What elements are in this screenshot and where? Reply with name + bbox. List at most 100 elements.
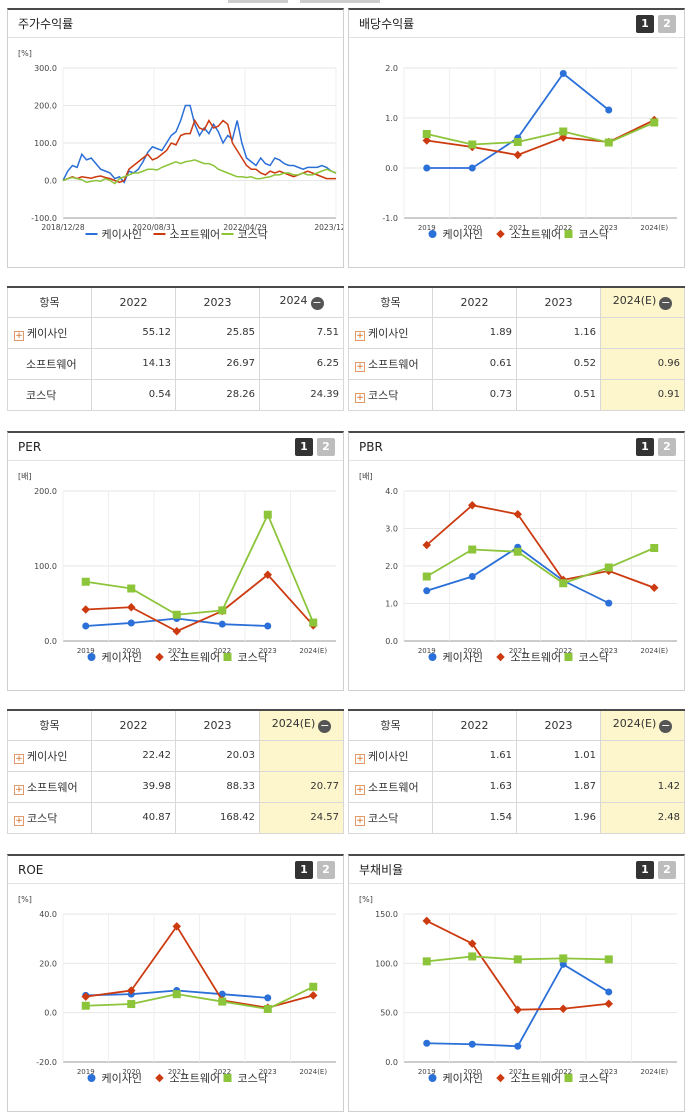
table-header: 항목 xyxy=(7,286,92,318)
chart-button-2[interactable]: 2 xyxy=(658,14,676,33)
chart-button-2[interactable]: 2 xyxy=(658,437,676,456)
series-line xyxy=(62,104,337,184)
chart-button-1[interactable]: 1 xyxy=(295,860,313,879)
data-point xyxy=(604,138,613,147)
expand-icon[interactable]: + xyxy=(14,784,24,795)
collapse-icon[interactable]: − xyxy=(659,719,673,734)
expand-icon[interactable]: + xyxy=(14,330,24,341)
data-point xyxy=(468,952,477,961)
data-point xyxy=(422,572,431,581)
expand-icon[interactable]: + xyxy=(355,361,365,372)
data-point xyxy=(513,955,522,964)
expand-icon[interactable]: + xyxy=(14,815,24,826)
table-cell: 24.57 xyxy=(259,801,344,834)
data-point xyxy=(604,999,613,1009)
table-header: 항목 xyxy=(348,286,433,318)
table-header-label: 항목 xyxy=(380,296,401,310)
table-header-label: 2023 xyxy=(203,718,232,732)
table-row: + 케이사인 22.42 20.03 xyxy=(7,739,344,772)
legend-label: 소프트웨어 xyxy=(511,1072,562,1085)
top-tab[interactable] xyxy=(228,0,288,3)
table-row: + 소프트웨어 39.98 88.33 20.77 xyxy=(7,770,344,803)
data-point xyxy=(172,627,181,636)
chart-button-1[interactable]: 1 xyxy=(295,437,313,456)
collapse-icon[interactable]: − xyxy=(318,719,332,734)
expand-icon[interactable]: + xyxy=(355,815,365,826)
table-header-label: 2022 xyxy=(460,295,489,309)
collapse-icon[interactable]: − xyxy=(659,296,673,311)
table-row: + 케이사인 55.12 25.85 7.51 xyxy=(7,316,344,349)
table-cell: 0.91 xyxy=(600,378,685,411)
table-cell: 24.39 xyxy=(259,378,344,411)
per-chart: [배]200.0 100.0 0.0 2019 2020 2021 2022 2023 2024… xyxy=(18,472,336,664)
table-cell: 20.77 xyxy=(259,770,344,803)
chart-button-1[interactable]: 1 xyxy=(636,14,654,33)
legend-label: 케이사인 xyxy=(102,1072,142,1085)
expand-icon[interactable]: + xyxy=(14,753,24,764)
legend-marker xyxy=(223,1074,232,1082)
top-tab[interactable] xyxy=(300,0,380,3)
y-tick-label: 3.0 xyxy=(385,525,398,534)
expand-icon[interactable]: + xyxy=(355,392,365,403)
chart-button-2[interactable]: 2 xyxy=(317,860,335,879)
table-header-label: 2024(E) xyxy=(612,294,657,308)
data-point xyxy=(514,1042,522,1050)
table-cell: 1.01 xyxy=(516,739,601,772)
legend-label: 케이사인 xyxy=(443,651,483,664)
legend-marker xyxy=(87,1074,96,1082)
data-point xyxy=(127,603,136,612)
x-tick-label: 2019 xyxy=(418,647,436,655)
expand-icon[interactable]: + xyxy=(355,784,365,795)
row-label: 소프트웨어 xyxy=(7,347,92,380)
y-tick-label: 0.0 xyxy=(385,164,398,173)
table-cell: 26.97 xyxy=(175,347,260,380)
row-label: + 케이사인 xyxy=(7,316,92,349)
y-tick-label: 150.0 xyxy=(375,910,398,919)
table-cell: 28.26 xyxy=(175,378,260,411)
x-tick-label: 2023 xyxy=(600,224,618,232)
y-tick-label: 200.0 xyxy=(34,102,57,111)
x-tick-label: 2020 xyxy=(463,224,481,232)
chart-button-2[interactable]: 2 xyxy=(658,860,676,879)
row-label-text: 케이사인 xyxy=(368,749,409,763)
data-point xyxy=(468,545,477,554)
series-line xyxy=(85,985,314,1010)
table-cell: 168.42 xyxy=(175,801,260,834)
data-point xyxy=(263,510,272,519)
expand-icon[interactable]: + xyxy=(355,753,365,764)
x-tick-label: 2020 xyxy=(463,1068,481,1076)
data-point xyxy=(604,563,613,572)
collapse-icon[interactable]: − xyxy=(310,296,324,311)
y-tick-label: 100.0 xyxy=(34,139,57,148)
legend-label: 케이사인 xyxy=(102,228,142,241)
series-line xyxy=(62,118,336,184)
dividend-yield-table: 항목 2022 2023 2024(E) − + 케이사인 1.89 1.16 + 소프트웨어 0.6… xyxy=(348,286,685,411)
row-label-text: 소프트웨어 xyxy=(26,357,77,371)
data-point xyxy=(264,622,272,630)
legend-marker xyxy=(564,230,573,238)
series-line xyxy=(426,920,609,1011)
data-point xyxy=(263,1004,272,1013)
chart-button-1[interactable]: 1 xyxy=(636,860,654,879)
axis-unit-label: [%] xyxy=(18,895,32,904)
chart-button-2[interactable]: 2 xyxy=(317,437,335,456)
panel-title: 배당수익률 xyxy=(359,17,415,31)
table-header: 2024(E) − xyxy=(259,709,344,741)
table-cell: 7.51 xyxy=(259,316,344,349)
table-header-label: 2024(E) xyxy=(271,717,316,731)
data-point xyxy=(263,570,272,579)
legend-label: 소프트웨어 xyxy=(511,228,562,241)
y-tick-label: 300.0 xyxy=(34,64,57,73)
legend-label: 소프트웨어 xyxy=(511,651,562,664)
table-header-label: 항목 xyxy=(39,296,60,310)
table-cell: 1.96 xyxy=(516,801,601,834)
expand-icon[interactable]: + xyxy=(355,330,365,341)
y-tick-label: 40.0 xyxy=(39,910,57,919)
data-point xyxy=(559,579,568,588)
table-header: 2023 xyxy=(175,286,260,318)
chart-button-1[interactable]: 1 xyxy=(636,437,654,456)
